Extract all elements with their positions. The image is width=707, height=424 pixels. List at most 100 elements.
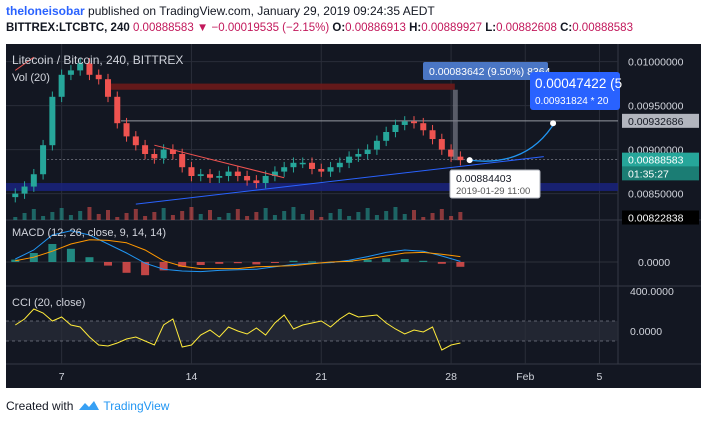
macd-histogram-bar [400,259,409,262]
volume-bar [50,212,55,220]
candle-body [262,176,269,184]
candle-body [21,186,28,194]
macd-histogram-bar [196,262,205,265]
candle-body [346,156,353,163]
created-with-text: Created with [6,399,74,413]
macd-histogram-bar [178,262,187,267]
macd-histogram-bar [363,259,372,262]
macd-histogram-bar [419,260,428,262]
candle-body [132,136,139,146]
price-label-box [622,113,699,128]
macd-histogram-bar [382,258,391,262]
tradingview-brand[interactable]: TradingView [103,399,170,413]
chart-canvas[interactable]: 0.00083642 (9.50%) 8364 0.00047422 (5 0.00… [6,44,701,388]
candle-body [188,167,195,176]
macd-histogram-bar [289,260,298,262]
volume-bars [13,207,463,220]
volume-bar [347,216,352,220]
candle-body [373,140,380,150]
volume-bar [152,212,157,220]
price-label: 0.00932686 [628,116,684,128]
macd-pane [6,230,618,276]
candle-body [271,171,278,176]
low-label: L: [485,22,497,34]
volume-bar [124,213,129,220]
volume-bar [263,208,268,220]
projection-start-point [466,157,473,164]
main-pane-title: Litecoin / Bitcoin, 240, BITTREX [12,53,183,67]
candle-body [309,162,315,169]
candle-body [457,156,464,161]
volume-bar [254,212,259,220]
volume-bar [68,215,73,220]
macd-histogram-bar [122,262,131,273]
candle-body [216,176,223,178]
pane-labels: Litecoin / Bitcoin, 240, BITTREX Vol (20)… [12,53,183,309]
x-tick-label: Feb [516,371,534,383]
candle-body [169,149,176,154]
candle-body [364,149,371,154]
volume-bar [170,215,175,220]
macd-histogram-bar [66,248,75,262]
candle-body [281,167,288,172]
volume-bar [393,207,398,220]
symbol-quote-line: BITTREX:LTCBTC, 240 0.00888583 ▼ −0.0001… [6,22,633,34]
volume-bar [180,211,185,220]
volume-bar [384,211,389,220]
grid-lines [6,44,701,365]
macd-histogram-bar [233,262,242,264]
cci-line [15,308,461,351]
volume-bar [226,213,231,220]
projection-sub-label: 0.00931824 * 20 [535,96,609,107]
candle-body [207,174,213,178]
macd-histogram-bar [159,262,168,271]
volume-bar [208,210,212,220]
candle-body [327,167,334,172]
candle-body [114,96,121,124]
cci-y-tick: 0.0000 [630,326,662,338]
price-label: 0.00822838 [628,213,684,225]
candle-body [49,96,56,146]
projection-label: 0.00047422 (5 [535,76,622,91]
volume-bar [22,213,27,220]
macd-pane-title: MACD (12, 26, close, 9, 14, 14) [12,227,166,239]
candle-body [318,168,325,172]
price-label-box [622,166,699,181]
macd-histogram-bar [270,262,279,263]
macd-histogram-bar [437,262,446,264]
candle-body [95,74,102,80]
cci-pane-title: CCI (20, close) [12,297,85,309]
volume-bar [412,210,416,220]
volume-bar [421,217,426,220]
volume-bar [430,213,435,220]
volume-bar [328,213,333,220]
candle-body [197,174,204,176]
cci-pane [6,308,618,351]
price-label: 01:35:27 [628,168,669,180]
volume-bar [217,217,222,220]
open-label: O: [332,22,346,34]
candle-body [438,139,445,150]
close-label: C: [560,22,573,34]
x-tick-label: 7 [59,371,65,383]
candle-body [160,149,167,159]
candle-body [142,145,149,154]
volume-bar [143,216,148,220]
volume-bar [133,209,138,220]
tradingview-logo-icon [79,401,100,410]
tooltip-box [449,169,541,199]
candle-body [299,162,306,165]
measure-label-box [423,62,548,80]
volume-bar [272,215,277,220]
macd-histogram-bar [252,262,261,265]
candle-body [67,70,74,75]
candle-body [12,193,19,198]
candle-body [58,74,65,97]
volume-bar [439,209,444,220]
candle-body [401,121,408,125]
resistance-zone [108,83,455,90]
username-link[interactable]: theloneisobar [6,4,85,18]
high-label: H: [409,22,422,34]
